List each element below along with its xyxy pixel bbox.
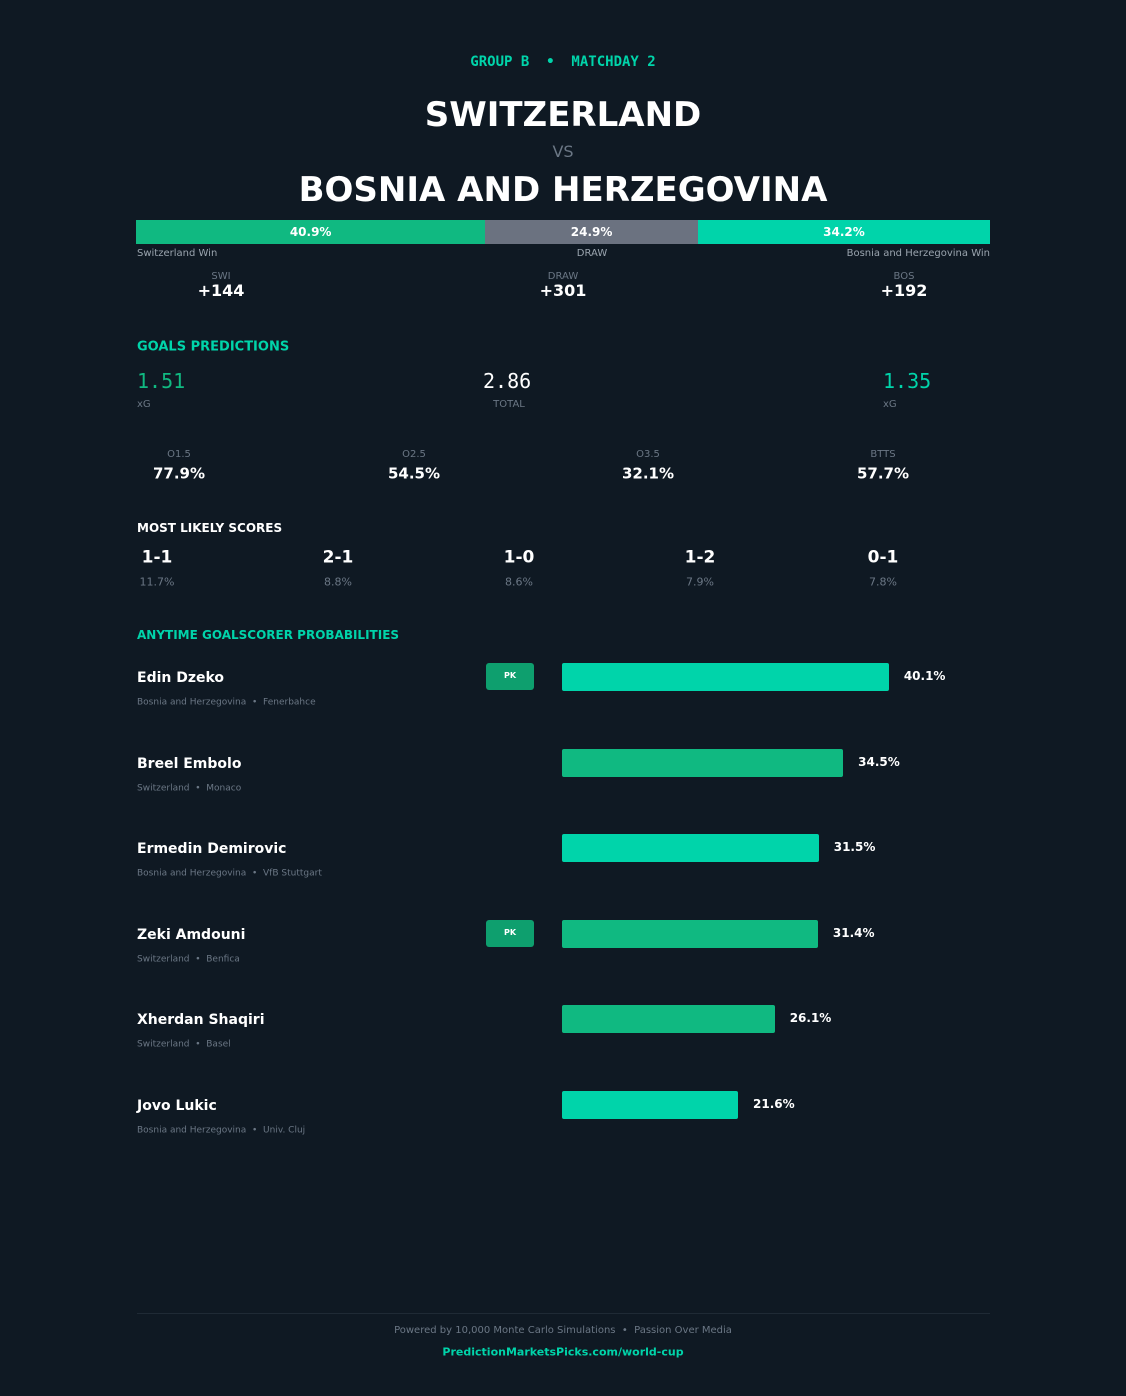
odds-label: BOS [893,271,915,282]
score: 0-1 [867,547,899,568]
outcome-label: Bosnia and Herzegovina Win [846,248,990,259]
score: 1-2 [684,547,716,568]
odds-value: +192 [880,281,928,300]
outcome-label: DRAW [576,248,608,259]
market-label: O1.5 [167,449,191,460]
probability-label: 31.4% [832,925,875,940]
player-meta: Bosnia and Herzegovina • Fenerbahce [137,697,316,708]
probability-bar [562,1005,775,1033]
player-meta: Bosnia and Herzegovina • Univ. Cluj [137,1125,306,1135]
player-meta: Bosnia and Herzegovina • VfB Stuttgart [137,868,322,879]
home-team: SWITZERLAND [424,95,702,135]
home-xg: 1.51 [137,369,186,393]
score: 2-1 [322,547,354,568]
pk-badge [486,919,534,947]
score-pct: 11.7% [139,575,175,589]
score: 1-0 [503,547,535,568]
market-value: 32.1% [621,464,675,483]
probability-label: 21.6% [753,1096,795,1111]
player-name: Jovo Lukic [137,1097,217,1114]
xg-label: xG [137,399,151,410]
outcome-bar [136,220,486,244]
footer-link[interactable]: PredictionMarketsPicks.com/world-cup [442,1345,684,1359]
probability-bar [562,834,819,862]
pk-badge [486,663,534,690]
probability-bar [562,1090,739,1119]
market-label: O3.5 [636,449,660,460]
market-label: BTTS [870,449,896,460]
probability-bar [562,748,844,777]
market-value: 54.5% [387,464,441,483]
vs: VS [552,142,574,161]
section-title: GOALS PREDICTIONS [137,339,290,355]
outcome-pct: 24.9% [570,225,613,239]
odds-value: +301 [539,281,587,300]
kicker: GROUP B • MATCHDAY 2 [470,54,656,70]
section-title: ANYTIME GOALSCORER PROBABILITIES [137,628,400,642]
player-name: Edin Dzeko [137,670,225,686]
pk-badge-text: PK [503,671,517,680]
score: 1-1 [141,547,173,568]
player-name: Zeki Amdouni [137,926,246,943]
probability-label: 26.1% [789,1011,832,1025]
total-label: TOTAL [493,399,525,410]
probability-label: 31.5% [833,840,876,854]
section-title: MOST LIKELY SCORES [137,521,283,535]
outcome-pct: 40.9% [289,225,332,239]
outcome-pct: 34.2% [823,225,865,239]
outcome-bar [697,220,990,244]
player-meta: Switzerland • Basel [137,1039,231,1050]
market-value: 77.9% [152,464,206,483]
away-team: BOSNIA AND HERZEGOVINA [298,170,828,210]
footer-divider [137,1313,990,1314]
probability-label: 34.5% [858,754,900,769]
odds-label: SWI [211,271,231,282]
score-pct: 8.6% [505,575,533,589]
player-meta: Switzerland • Monaco [137,783,242,793]
market-label: O2.5 [402,449,426,460]
odds-value: +144 [197,281,245,300]
market-value: 57.7% [856,464,910,483]
pk-badge-text: PK [503,927,517,937]
outcome-label: Switzerland Win [137,248,218,259]
xg-label: xG [883,399,897,410]
probability-bar [562,919,818,948]
probability-bar [562,663,889,691]
total-goals: 2.86 [483,369,532,393]
score-pct: 7.9% [686,575,714,589]
probability-label: 40.1% [903,669,946,683]
player-name: Ermedin Demirovic [137,841,287,857]
player-name: Breel Embolo [137,755,242,772]
score-pct: 8.8% [324,575,352,589]
footer-note: Powered by 10,000 Monte Carlo Simulation… [394,1325,732,1336]
score-pct: 7.8% [869,575,897,589]
player-meta: Switzerland • Benfica [137,954,240,964]
away-xg: 1.35 [883,369,932,393]
player-name: Xherdan Shaqiri [137,1012,265,1028]
outcome-bar [485,220,698,244]
odds-label: DRAW [547,271,579,282]
